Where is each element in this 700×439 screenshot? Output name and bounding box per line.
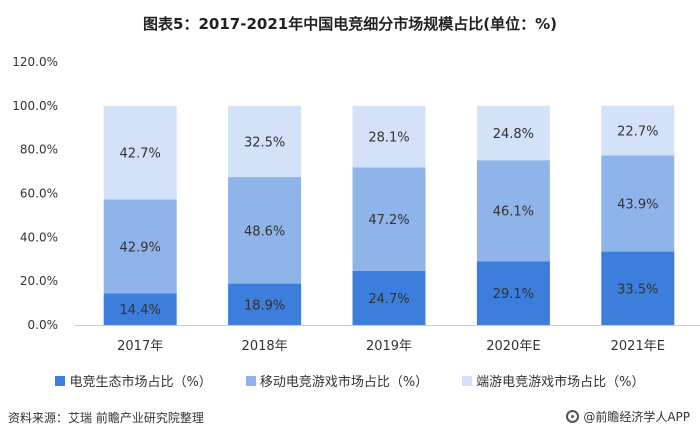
y-tick-label: 40.0% (20, 230, 58, 244)
legend-item-ecosystem: 电竞生态市场占比（%） (55, 371, 212, 390)
data-label: 42.7% (120, 147, 161, 162)
legend-label-pc: 端游电竞游戏市场占比（%） (476, 375, 645, 390)
y-tick-label: 60.0% (20, 187, 58, 201)
data-label: 29.1% (493, 287, 534, 302)
y-tick-label: 20.0% (20, 274, 58, 288)
data-label: 48.6% (244, 224, 285, 239)
y-tick-label: 100.0% (12, 99, 58, 113)
data-label: 22.7% (617, 124, 658, 139)
x-axis: 2017年 2018年 2019年 2020年E 2021年E (75, 325, 700, 354)
x-tick-label: 2019年 (366, 339, 412, 354)
legend-item-mobile: 移动电竞游戏市场占比（%） (245, 371, 429, 390)
bar-segment-ecosystem-2021e (601, 251, 675, 325)
y-tick-label: 0.0% (28, 318, 59, 332)
x-tick-label: 2017年 (117, 339, 163, 354)
bar-segment-ecosystem-2017 (103, 293, 177, 325)
bar-segment-ecosystem-2020e (476, 261, 550, 325)
data-label: 33.5% (617, 282, 658, 297)
legend-swatch-mobile (245, 375, 256, 386)
data-label: 32.5% (244, 135, 285, 150)
x-tick-label: 2021年E (611, 339, 665, 354)
chart-title: 图表5：2017-2021年中国电竞细分市场规模占比(单位：%) (143, 15, 557, 33)
data-label: 47.2% (368, 213, 409, 228)
bar-segment-mobile-2020e (476, 160, 550, 262)
bar-segment-mobile-2019 (352, 167, 426, 271)
bar-segment-pc-2018 (228, 105, 302, 178)
data-label: 24.8% (493, 127, 534, 142)
bar-segment-pc-2020e (476, 105, 550, 161)
source-note: 资料来源：艾瑞 前瞻产业研究院整理 (8, 411, 204, 425)
bar-segment-mobile-2018 (228, 177, 302, 284)
legend-swatch-pc (462, 375, 473, 386)
y-tick-label: 80.0% (20, 143, 58, 157)
brand-label: @前瞻经济学人APP (583, 410, 690, 424)
brand-logo-icon (566, 410, 580, 423)
brand-attribution: @前瞻经济学人APP (566, 408, 690, 425)
legend-swatch-ecosystem (55, 375, 66, 386)
bar-segment-pc-2021e (601, 105, 675, 156)
legend-item-pc: 端游电竞游戏市场占比（%） (462, 371, 645, 390)
data-label: 24.7% (368, 292, 409, 307)
x-tick-label: 2018年 (242, 339, 288, 354)
x-tick-label: 2020年E (486, 339, 540, 354)
bar-segment-pc-2017 (103, 105, 177, 200)
legend-label-mobile: 移动电竞游戏市场占比（%） (259, 375, 429, 390)
bar-segment-mobile-2017 (103, 199, 177, 294)
data-label: 14.4% (120, 303, 161, 318)
y-tick-label: 120.0% (12, 55, 58, 69)
bar-segment-pc-2019 (352, 105, 426, 168)
bars: 14.4% 42.9% 42.7% 18.9% 48.6% 32.5% 24.7% 47.2%… (103, 105, 675, 325)
legend-label-ecosystem: 电竞生态市场占比（%） (69, 375, 212, 390)
bar-segment-ecosystem-2018 (228, 283, 302, 325)
data-label: 46.1% (493, 205, 534, 220)
bar-segment-ecosystem-2019 (352, 270, 426, 325)
bar-segment-mobile-2021e (601, 155, 675, 252)
y-axis: 0.0% 20.0% 40.0% 60.0% 80.0% 100.0% 120.0% (12, 55, 58, 332)
data-label: 18.9% (244, 298, 285, 313)
data-label: 28.1% (368, 131, 409, 146)
data-label: 43.9% (617, 197, 658, 212)
data-label: 42.9% (120, 240, 161, 255)
legend: 电竞生态市场占比（%） 移动电竞游戏市场占比（%） 端游电竞游戏市场占比（%） (0, 371, 700, 390)
